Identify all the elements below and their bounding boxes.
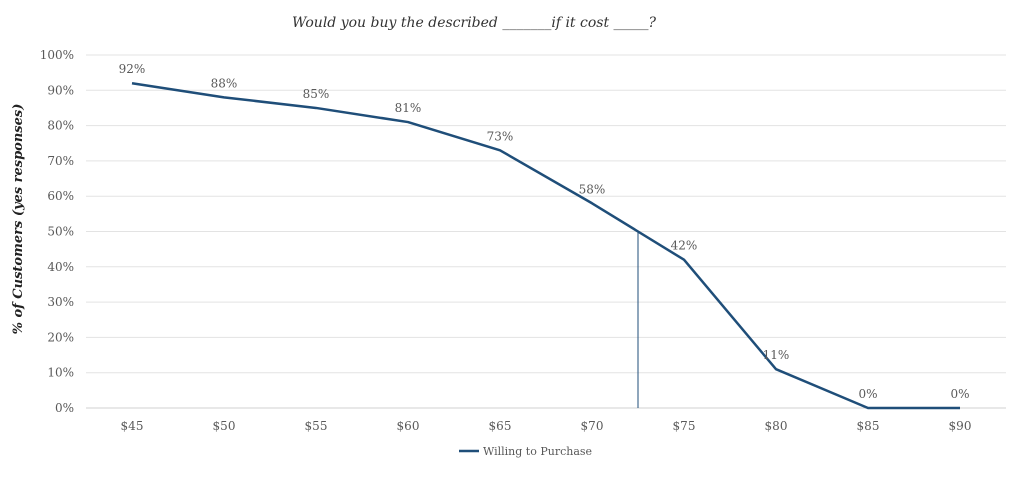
x-tick-label: $80: [765, 419, 788, 433]
series-group: [131, 82, 960, 410]
y-tick-label: 40%: [47, 260, 74, 274]
y-tick-label: 30%: [47, 295, 74, 309]
data-label: 85%: [303, 87, 330, 101]
data-label: 42%: [671, 239, 698, 253]
y-tick-label: 60%: [47, 189, 74, 203]
legend: Willing to Purchase: [459, 445, 592, 458]
data-label: 58%: [579, 182, 606, 196]
x-axis-ticks: $45 $50 $55 $60 $65 $70 $75 $80 $85 $90: [121, 419, 972, 433]
data-label: 11%: [763, 348, 790, 362]
data-label: 0%: [858, 387, 877, 401]
y-tick-label: 70%: [47, 154, 74, 168]
legend-label: Willing to Purchase: [483, 445, 592, 458]
series-line: [131, 82, 960, 410]
y-axis-ticks: 0% 10% 20% 30% 40% 50% 60% 70% 80% 90% 100%: [40, 48, 74, 415]
y-tick-label: 0%: [55, 401, 74, 415]
data-label: 73%: [487, 129, 514, 143]
data-label: 88%: [211, 76, 238, 90]
data-label: 81%: [395, 101, 422, 115]
chart-title: Would you buy the described _______if it…: [292, 15, 657, 31]
y-tick-label: 90%: [47, 83, 74, 97]
y-tick-label: 20%: [47, 330, 74, 344]
data-label: 92%: [119, 62, 146, 76]
x-tick-label: $60: [397, 419, 420, 433]
data-labels: 92% 88% 85% 81% 73% 58% 42% 11% 0% 0%: [119, 62, 970, 401]
x-tick-label: $70: [581, 419, 604, 433]
x-tick-label: $50: [213, 419, 236, 433]
x-tick-label: $75: [673, 419, 696, 433]
y-tick-label: 10%: [47, 366, 74, 380]
data-label: 0%: [950, 387, 969, 401]
y-tick-label: 80%: [47, 119, 74, 133]
y-axis-title: % of Customers (yes responses): [11, 104, 26, 335]
gridlines: [86, 54, 1006, 409]
x-tick-label: $55: [305, 419, 328, 433]
x-tick-label: $65: [489, 419, 512, 433]
x-tick-label: $90: [949, 419, 972, 433]
y-tick-label: 50%: [47, 225, 74, 239]
x-tick-label: $85: [857, 419, 880, 433]
y-tick-label: 100%: [40, 48, 74, 62]
x-tick-label: $45: [121, 419, 144, 433]
